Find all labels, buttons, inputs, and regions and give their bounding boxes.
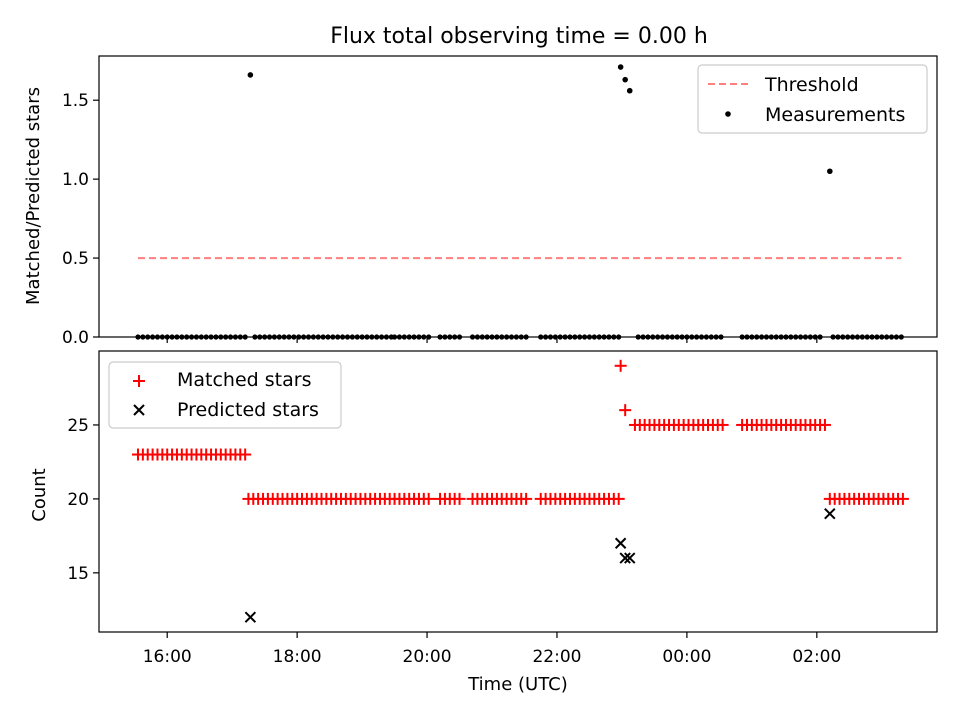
bottom-y-tick-label: 15 bbox=[67, 564, 89, 584]
matched-star-marker bbox=[453, 492, 466, 505]
bottom-x-tick-label: 02:00 bbox=[792, 647, 841, 667]
bottom-plot-frame bbox=[98, 350, 938, 633]
top-y-tick-label: 1.0 bbox=[62, 170, 89, 190]
predicted-star-marker bbox=[619, 552, 631, 564]
measurement-point bbox=[247, 72, 254, 78]
legend-measurements-label: Measurements bbox=[765, 104, 905, 126]
top-y-tick-label: 0.0 bbox=[62, 328, 89, 348]
legend-matched-label: Matched stars bbox=[177, 369, 311, 391]
top-x-ticks bbox=[166, 337, 818, 343]
bottom-x-tick-label: 22:00 bbox=[532, 647, 581, 667]
matched-star-marker bbox=[520, 492, 533, 505]
matched-star-marker bbox=[612, 492, 625, 505]
matched-star-marker bbox=[614, 359, 627, 372]
matched-star-marker bbox=[716, 418, 729, 431]
count-points-layer bbox=[131, 359, 909, 623]
matched-star-marker bbox=[239, 448, 252, 461]
measurement-point bbox=[626, 87, 633, 94]
bottom-y-axis: 15 20 25 bbox=[67, 416, 99, 584]
bottom-x-tick-label: 00:00 bbox=[662, 647, 711, 667]
measurement-point bbox=[827, 168, 833, 175]
top-plot-frame bbox=[98, 55, 938, 338]
top-y-tick-label: 0.5 bbox=[62, 249, 89, 269]
bottom-x-axis-label: Time (UTC) bbox=[467, 674, 568, 695]
bottom-legend: Matched stars Predicted stars bbox=[108, 361, 342, 429]
bottom-x-tick-label: 18:00 bbox=[273, 647, 322, 667]
top-legend-box bbox=[697, 64, 928, 134]
matched-star-marker bbox=[422, 492, 435, 505]
bottom-x-axis: 16:00 18:00 20:00 22:00 00:00 02:00 bbox=[143, 632, 841, 667]
predicted-star-marker bbox=[614, 537, 627, 549]
legend-predicted-swatch bbox=[133, 404, 145, 416]
top-legend: Threshold Measurements bbox=[697, 64, 928, 134]
matched-star-marker bbox=[818, 418, 831, 431]
top-y-axis: 0.0 0.5 1.0 1.5 bbox=[62, 91, 99, 348]
figure-title: Flux total observing time = 0.00 h bbox=[330, 24, 708, 49]
bottom-x-tick-label: 20:00 bbox=[403, 647, 452, 667]
bottom-legend-box bbox=[108, 361, 342, 429]
legend-measurements-swatch bbox=[725, 111, 731, 117]
predicted-star-marker bbox=[624, 552, 636, 564]
predicted-star-marker bbox=[244, 611, 257, 623]
predicted-star-marker bbox=[824, 507, 836, 520]
measurement-point bbox=[622, 76, 628, 83]
bottom-x-tick-label: 16:00 bbox=[143, 647, 192, 667]
top-y-tick-label: 1.5 bbox=[62, 91, 89, 111]
measurement-point bbox=[617, 64, 624, 70]
matched-star-marker bbox=[619, 404, 632, 417]
top-panel: 0.0 0.5 1.0 1.5 Matched/Predicted stars Thr… bbox=[23, 55, 938, 348]
bottom-panel: 15 20 25 16:00 18:00 20:00 22:00 00:00 02:00 Co… bbox=[29, 350, 938, 695]
legend-threshold-label: Threshold bbox=[764, 74, 859, 96]
top-y-axis-label: Matched/Predicted stars bbox=[23, 87, 44, 305]
bottom-y-tick-label: 20 bbox=[67, 490, 89, 510]
bottom-y-axis-label: Count bbox=[29, 468, 50, 521]
matched-star-marker bbox=[896, 492, 909, 505]
legend-matched-swatch bbox=[133, 375, 145, 387]
legend-predicted-label: Predicted stars bbox=[177, 399, 319, 421]
bottom-y-tick-label: 25 bbox=[67, 416, 89, 436]
